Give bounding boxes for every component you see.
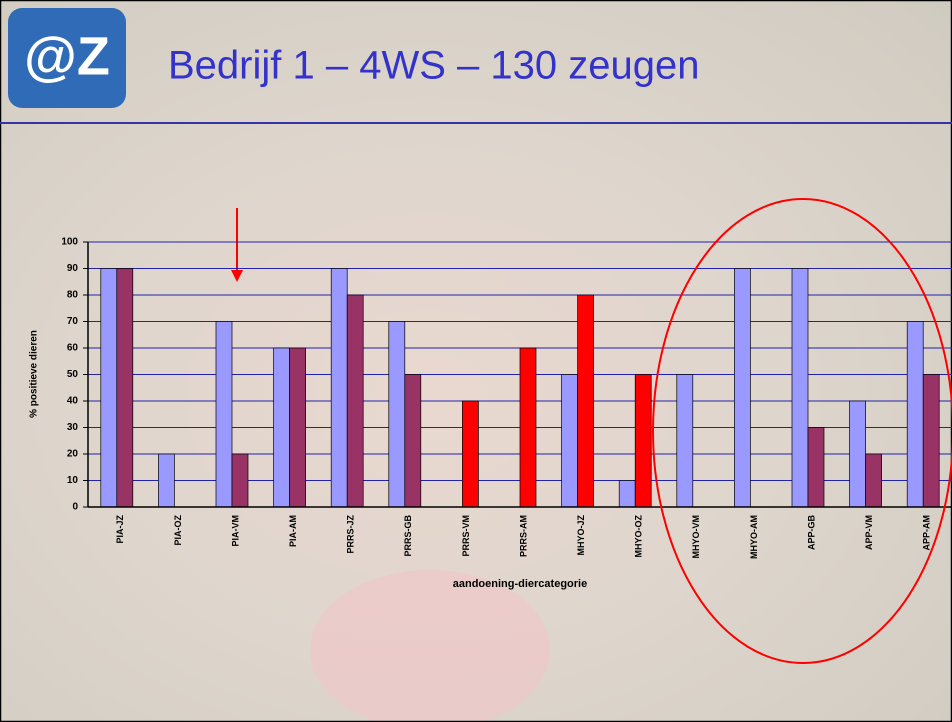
x-tick-label: MHYO-VM bbox=[691, 515, 701, 559]
snout-shape bbox=[310, 570, 550, 722]
bar bbox=[906, 321, 924, 508]
x-tick-label: MHYO-JZ bbox=[576, 514, 586, 555]
y-tick-label: 20 bbox=[67, 449, 79, 460]
y-tick-label: 90 bbox=[67, 263, 79, 274]
bar bbox=[330, 268, 348, 508]
bar bbox=[561, 374, 578, 508]
arrow-head bbox=[231, 270, 243, 282]
x-tick-label: APP-GB bbox=[806, 515, 816, 551]
y-tick-label: 10 bbox=[67, 475, 79, 486]
y-tick-label: 70 bbox=[67, 316, 79, 327]
y-axis-label: % positieve dieren bbox=[29, 330, 40, 418]
bar bbox=[100, 268, 118, 508]
bar bbox=[634, 374, 652, 508]
bar bbox=[116, 268, 134, 508]
x-tick-label: APP-AM bbox=[922, 515, 932, 551]
x-tick-label: MHYO-AM bbox=[749, 515, 759, 559]
bar bbox=[273, 347, 290, 508]
bar bbox=[462, 400, 479, 508]
x-tick-label: PIA-OZ bbox=[173, 514, 183, 545]
bar bbox=[618, 480, 636, 508]
bar bbox=[865, 453, 882, 508]
bar bbox=[807, 427, 825, 508]
bar bbox=[577, 294, 594, 508]
x-tick-label: PRRS-JZ bbox=[346, 515, 356, 554]
x-tick-label: PIA-AM bbox=[288, 515, 298, 547]
x-axis-label: aandoening-diercategorie bbox=[453, 578, 587, 590]
bar bbox=[849, 400, 866, 508]
bar bbox=[231, 453, 249, 508]
x-tick-label: APP-VM bbox=[864, 515, 874, 550]
bar bbox=[676, 374, 694, 508]
y-tick-label: 0 bbox=[72, 502, 78, 513]
y-tick-label: 30 bbox=[67, 422, 79, 433]
bar bbox=[215, 321, 233, 508]
chart-title: Bedrijf 1 – 4WS – 130 zeugen bbox=[168, 44, 699, 88]
y-tick-label: 100 bbox=[61, 237, 78, 248]
x-tick-label: MHYO-OZ bbox=[634, 515, 644, 558]
x-tick-label: PRRS-AM bbox=[518, 515, 528, 557]
x-tick-label: PRRS-GB bbox=[403, 515, 413, 557]
logo: @Z bbox=[24, 26, 110, 86]
bar bbox=[289, 347, 306, 508]
y-tick-label: 50 bbox=[67, 369, 79, 380]
x-tick-label: PRRS-VM bbox=[461, 515, 471, 557]
bar bbox=[404, 374, 422, 508]
x-tick-label: PIA-JZ bbox=[115, 515, 125, 544]
x-tick-label: PIA-VM bbox=[230, 515, 240, 547]
y-tick-label: 80 bbox=[67, 290, 79, 301]
bar bbox=[388, 321, 406, 508]
y-tick-label: 60 bbox=[67, 343, 79, 354]
bar bbox=[158, 453, 175, 508]
bar bbox=[922, 374, 940, 508]
bar bbox=[346, 294, 364, 508]
bar bbox=[519, 347, 537, 508]
logo-box bbox=[8, 8, 126, 108]
y-tick-label: 40 bbox=[67, 396, 79, 407]
highlight-ellipse bbox=[652, 198, 952, 664]
bar bbox=[791, 268, 809, 508]
bar bbox=[734, 268, 751, 508]
